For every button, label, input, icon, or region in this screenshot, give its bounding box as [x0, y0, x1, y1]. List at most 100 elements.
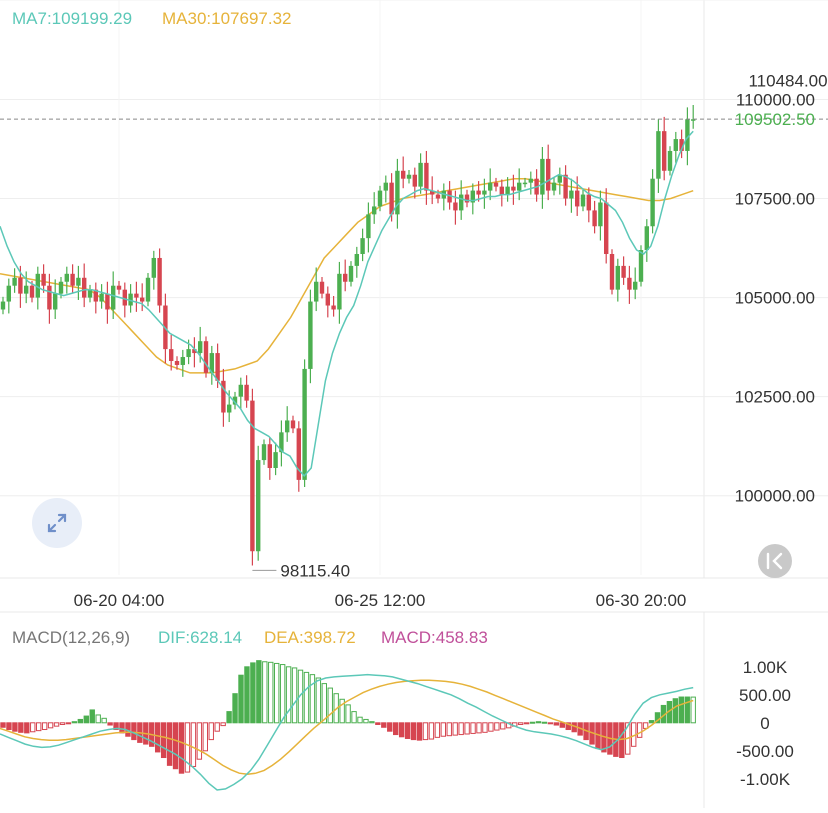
candle-body: [592, 210, 597, 227]
candle-body: [192, 349, 197, 354]
macd-bar: [446, 722, 452, 737]
macd-bar: [119, 722, 125, 734]
macd-bar: [47, 722, 54, 729]
candle: [70, 264, 75, 293]
macd-bar: [244, 666, 250, 724]
macd-bar: [565, 722, 571, 731]
candle: [401, 156, 406, 189]
candle-body: [157, 257, 162, 306]
candle: [157, 248, 162, 313]
candle-body: [372, 206, 377, 215]
candle: [76, 265, 81, 300]
candle: [331, 296, 336, 317]
candle-body: [621, 265, 626, 278]
candle: [93, 282, 98, 314]
candle: [122, 282, 127, 318]
candle: [0, 296, 6, 315]
macd-tick-label: 0: [760, 714, 769, 733]
candle: [441, 183, 446, 211]
candle-body: [273, 452, 278, 468]
candle: [232, 391, 238, 410]
macd-bar: [381, 722, 387, 728]
candle-body: [319, 281, 325, 294]
macd-bar: [434, 722, 441, 738]
macd-bar: [482, 722, 488, 733]
macd-bar: [262, 661, 268, 724]
macd-bar: [178, 722, 185, 774]
candle: [517, 168, 522, 201]
macd-bar: [375, 722, 381, 725]
candle: [673, 131, 678, 163]
macd-bar: [196, 722, 203, 760]
candle-body: [76, 277, 81, 286]
candle-body: [331, 305, 336, 310]
candle-body: [406, 174, 412, 179]
candle: [238, 377, 243, 409]
expand-button[interactable]: [32, 498, 82, 548]
macd-bar: [315, 677, 322, 724]
macd-bar: [18, 722, 24, 733]
candle-body: [609, 254, 615, 290]
candle: [82, 263, 87, 308]
candle-body: [308, 301, 313, 369]
candle-body: [546, 158, 551, 191]
candle-body: [435, 194, 441, 199]
macd-tick-label: -1.00K: [740, 770, 791, 789]
macd-bar: [160, 722, 167, 759]
candle: [325, 286, 330, 318]
candle: [151, 250, 156, 290]
macd-bar: [59, 722, 66, 725]
macd-bar: [464, 722, 470, 735]
candle: [24, 271, 29, 304]
macd-bar: [500, 722, 506, 730]
candle-body: [87, 289, 93, 298]
macd-bar: [648, 720, 655, 724]
macd-bar: [476, 722, 482, 734]
candle-body: [493, 182, 499, 187]
macd-lines: [0, 673, 694, 791]
candle: [511, 174, 516, 205]
collapse-button[interactable]: [758, 544, 792, 578]
macd-bar: [345, 704, 351, 724]
candle-body: [557, 174, 562, 183]
macd-bar: [65, 722, 72, 725]
candle-body: [343, 273, 348, 282]
candle: [691, 104, 696, 129]
macd-bar: [113, 722, 119, 731]
macd-bar: [684, 696, 690, 724]
macd-bar: [452, 722, 458, 736]
candle-body: [424, 162, 429, 191]
macd-bar: [41, 722, 48, 731]
candle: [87, 284, 93, 303]
candle: [418, 153, 423, 194]
candle: [337, 261, 342, 324]
candle: [679, 129, 684, 159]
candle-body: [82, 277, 87, 298]
candle-body: [667, 150, 673, 171]
candle: [540, 147, 545, 209]
macd-bar: [410, 722, 417, 741]
candle-body: [12, 277, 17, 286]
candle: [209, 345, 214, 385]
candle-body: [53, 293, 58, 310]
candle-body: [116, 285, 122, 290]
candle: [464, 189, 470, 208]
candle-body: [447, 190, 452, 203]
candle: [145, 273, 151, 307]
candle: [174, 356, 180, 370]
candle: [134, 281, 139, 312]
candle: [140, 283, 145, 312]
macd-bar: [690, 696, 696, 724]
candle: [557, 167, 562, 195]
candle-body: [227, 404, 232, 413]
candle: [412, 167, 417, 199]
candle-body: [169, 349, 174, 361]
candle-body: [412, 174, 417, 187]
candle: [499, 179, 504, 207]
candle: [366, 202, 371, 253]
candle: [650, 169, 655, 234]
candle-body: [586, 194, 591, 211]
macd-bar: [398, 722, 405, 738]
macd-tick-label: -500.00: [736, 742, 794, 761]
candle: [488, 168, 493, 201]
